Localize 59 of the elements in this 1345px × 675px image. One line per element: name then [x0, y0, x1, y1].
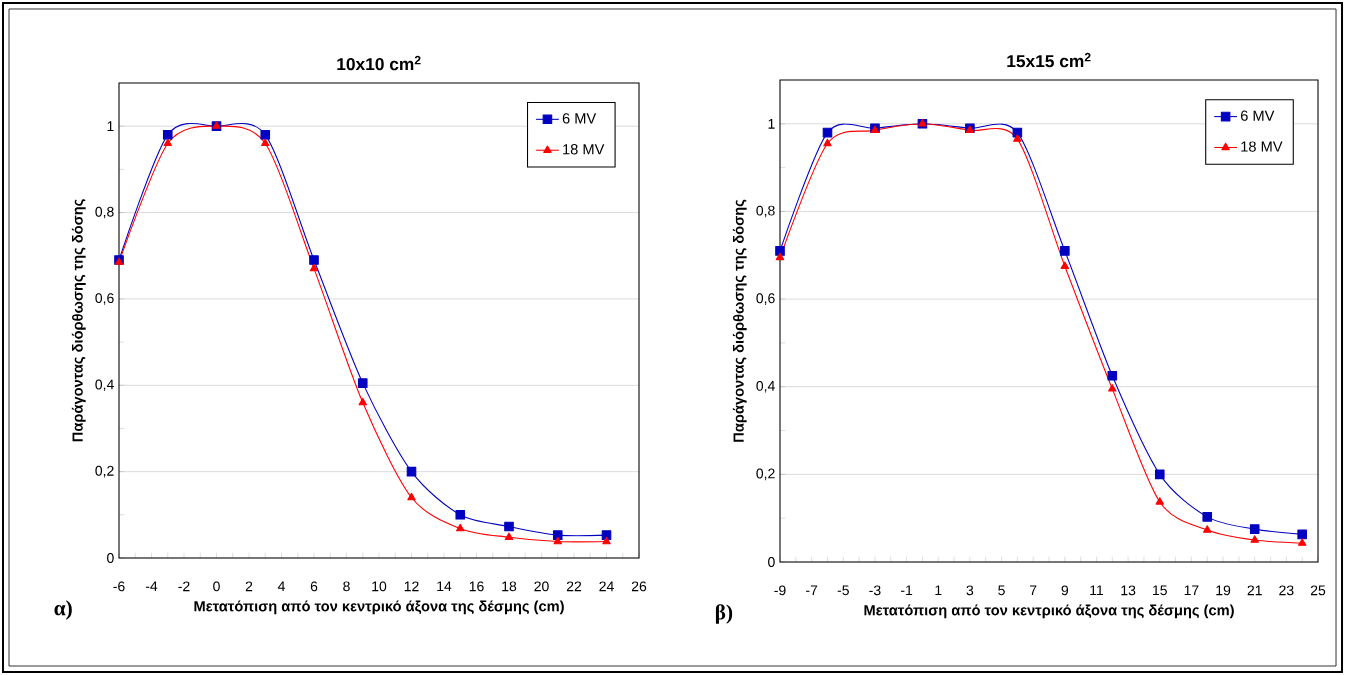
x-tick-label: 1 — [935, 585, 942, 596]
x-tick-label: -5 — [837, 585, 849, 596]
y-tick-label: 1 — [107, 121, 114, 131]
x-tick-label: -1 — [901, 585, 913, 596]
chart-title: 10x10 cm$^{2}$ — [337, 55, 421, 71]
text: α) — [54, 600, 72, 620]
y-tick-label: 0,4 — [95, 379, 114, 392]
x-tick-label: 18 — [502, 581, 517, 592]
x-tick-label: -2 — [178, 581, 190, 592]
x-tick-label: -9 — [774, 585, 786, 596]
x-tick-label: 11 — [1090, 585, 1104, 596]
y-tick-label: 0,4 — [756, 380, 775, 393]
x-tick-label: 12 — [404, 581, 419, 592]
legend-label: 6 MV — [1240, 110, 1275, 121]
x-tick-label: 8 — [343, 581, 350, 592]
x-tick-label: 24 — [599, 581, 614, 592]
x-tick-label: 26 — [631, 581, 647, 592]
x-tick-label: 5 — [998, 585, 1005, 596]
x-axis-title: Μετατόπιση από τον κεντρικό άξονα της δέσμης (cm) — [194, 600, 564, 615]
x-tick-label: 13 — [1121, 585, 1136, 596]
x-tick-label: 2 — [245, 581, 253, 592]
x-tick-label: 10 — [372, 581, 387, 592]
x-tick-label: 6 — [310, 581, 318, 592]
x-tick-label: 22 — [566, 581, 582, 592]
x-tick-label: 21 — [1247, 585, 1262, 596]
x-tick-label: 3 — [966, 585, 974, 596]
x-tick-label: 20 — [534, 581, 549, 592]
x-tick-label: 0 — [213, 581, 220, 592]
x-tick-label: 19 — [1216, 585, 1231, 596]
x-tick-label: 7 — [1030, 585, 1037, 596]
x-tick-label: 14 — [437, 581, 452, 592]
legend-label: 18 MV — [1241, 141, 1283, 152]
x-tick-label: 4 — [277, 581, 285, 592]
y-tick-label: 0,6 — [756, 293, 775, 305]
x-tick-label: 25 — [1310, 585, 1326, 596]
chart-title: 15x15 cm$^{2}$ — [1007, 52, 1091, 68]
y-tick-label: 0,2 — [756, 468, 775, 481]
legend-label: 6 MV — [562, 113, 597, 124]
y-tick-label: 0 — [107, 553, 114, 563]
y-tick-label: 1 — [768, 119, 775, 129]
y-tick-label: 0 — [768, 557, 775, 567]
x-tick-label: -3 — [869, 585, 881, 596]
x-tick-label: 17 — [1184, 585, 1199, 596]
text: β) — [715, 604, 733, 624]
x-tick-label: 16 — [469, 581, 484, 592]
y-axis-title: Παράγοντας διόρθωσης της δόσης — [732, 199, 747, 442]
y-tick-label: 0,8 — [756, 205, 775, 218]
y-tick-label: 0,6 — [95, 293, 114, 305]
x-tick-label: -4 — [145, 581, 158, 592]
legend-label: 18 MV — [563, 144, 605, 155]
x-tick-label: 23 — [1279, 585, 1294, 596]
x-tick-label: -7 — [806, 585, 818, 596]
x-axis-title: Μετατόπιση από τον κεντρικό άξονα της δέσμης (cm) — [864, 604, 1234, 619]
x-tick-label: 9 — [1061, 585, 1069, 596]
y-axis-title: Παράγοντας διόρθωσης της δόσης — [71, 199, 86, 442]
y-tick-label: 0,8 — [95, 206, 114, 219]
x-tick-label: 15 — [1153, 585, 1167, 596]
x-tick-label: -6 — [113, 581, 125, 592]
y-tick-label: 0,2 — [95, 465, 114, 478]
